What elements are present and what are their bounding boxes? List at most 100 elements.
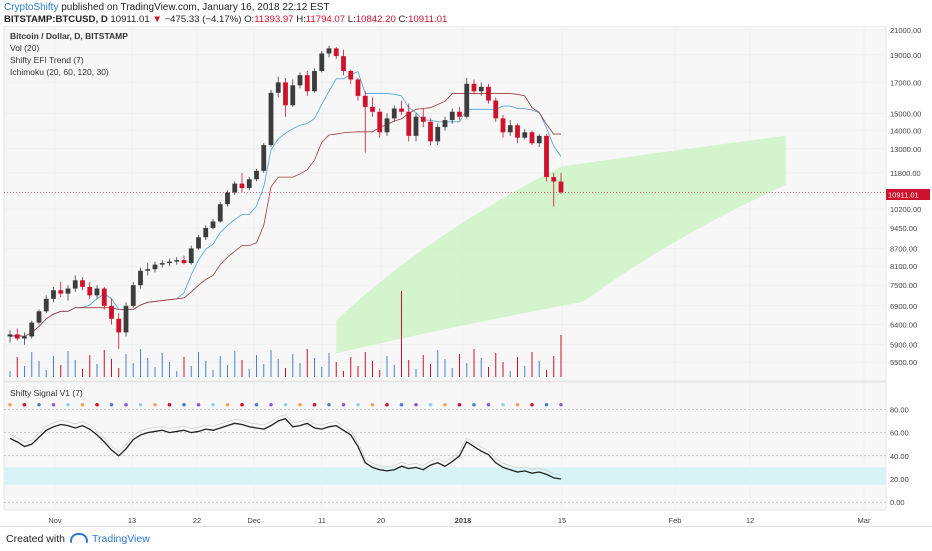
volume-bar	[488, 367, 489, 377]
volume-bar	[437, 350, 439, 377]
volume-bar	[89, 355, 91, 377]
candle-body	[181, 260, 187, 264]
price-tick-label: 6900.00	[890, 302, 917, 311]
volume-bar	[277, 359, 279, 377]
tradingview-logo[interactable]: TradingView	[70, 533, 150, 545]
candle-body	[29, 322, 35, 337]
time-tick-label: Mar	[858, 516, 871, 525]
candle-body	[217, 204, 223, 222]
candle-body	[515, 125, 520, 138]
volume-bar	[364, 352, 366, 377]
signal-dot	[443, 402, 447, 407]
volume-bar	[517, 357, 518, 377]
signal-dot	[95, 402, 99, 407]
candle-body	[14, 334, 20, 339]
indicator-lines	[4, 71, 886, 337]
signal-pane	[3, 381, 887, 511]
volume-bar	[285, 368, 286, 377]
volume-bar	[473, 349, 475, 377]
volume-bar	[553, 356, 555, 377]
signal-axis[interactable]: 80.00 60.00 40.00 20.00 0.00	[890, 405, 909, 507]
signal-tick-label: 60.00	[890, 429, 909, 438]
price-tick-label: 14000.00	[890, 127, 921, 136]
time-tick-label: 11	[318, 516, 326, 525]
time-axis[interactable]: Nov 13 22 Dec 11 20 2018 15 Feb 12 Mar	[48, 516, 871, 525]
volume-bar	[132, 363, 134, 377]
symbol-label: BITSTAMP:BTCUSD, D	[4, 14, 108, 25]
legend-efi: Shifty EFI Trend (7)	[10, 55, 84, 65]
close-label: C:	[398, 14, 409, 25]
price-tick-label: 19000.00	[890, 51, 921, 60]
candle-body	[406, 111, 412, 136]
volume-bar	[292, 354, 294, 377]
close-value: 10911.01	[408, 14, 448, 25]
volume-bar	[147, 358, 149, 377]
high-value: 11794.07	[305, 14, 346, 25]
time-tick-label: Nov	[48, 516, 62, 525]
low-label: L:	[347, 14, 356, 25]
candle-body	[138, 270, 143, 286]
volume-bar	[219, 356, 221, 377]
conversion-line	[9, 71, 562, 337]
signal-dot	[399, 402, 404, 407]
candle-body	[94, 288, 100, 296]
signal-dot	[327, 402, 331, 407]
legend-vol: Vol (20)	[10, 43, 39, 53]
signal-dot	[559, 402, 563, 407]
volume-bar	[227, 365, 228, 377]
last-price-tag: 10911.01	[886, 189, 930, 200]
candle-body	[362, 95, 368, 107]
author-link[interactable]: CryptoShifty	[4, 2, 59, 13]
volume-bar	[241, 360, 243, 377]
price-tick-label: 5500.00	[890, 358, 917, 367]
candle-body	[522, 132, 528, 138]
signal-line	[9, 417, 562, 480]
volume-bar	[31, 352, 33, 377]
volume-bar	[263, 364, 265, 377]
signal-dot	[51, 402, 56, 407]
volume-bar	[82, 369, 83, 377]
price-tick-label: 8100.00	[890, 262, 917, 271]
time-tick-label: Dec	[247, 516, 261, 525]
volume-bar	[24, 366, 25, 377]
candle-body	[203, 227, 209, 238]
signal-dot	[240, 402, 244, 407]
low-value: 10842.20	[355, 14, 396, 25]
time-tick-label: 20	[377, 516, 385, 525]
signal-dot	[196, 402, 201, 407]
candle-body	[290, 85, 296, 106]
legend-title: Bitcoin / Dollar, D, BITSTAMP	[10, 31, 128, 41]
signal-dot	[457, 402, 462, 407]
volume-bar	[459, 354, 460, 377]
legend-signal: Shifty Signal V1 (7)	[10, 388, 83, 398]
volume-bar	[379, 370, 381, 377]
oversold-band	[4, 467, 886, 485]
legend: Bitcoin / Dollar, D, BITSTAMP Vol (20) S…	[10, 31, 128, 398]
candle-body	[304, 75, 310, 92]
volume-bar	[546, 370, 547, 377]
candle-body	[500, 118, 506, 133]
published-text: published on TradingView.com, January 16…	[61, 2, 330, 13]
price-axis[interactable]: 21000.00 19000.00 17000.00 15000.00 14000.00…	[890, 26, 921, 367]
candle-body	[261, 145, 267, 171]
signal-dot	[298, 402, 302, 407]
volume-bar	[524, 366, 526, 377]
signal-dot	[138, 402, 143, 407]
chart-area[interactable]: 21000.00 19000.00 17000.00 15000.00 14000.00…	[0, 26, 932, 526]
candle-body	[188, 248, 194, 264]
volume-bar	[111, 359, 112, 377]
volume-bar	[372, 361, 373, 377]
candle-body	[312, 70, 317, 92]
down-arrow-icon: ▼	[152, 14, 162, 25]
volume-bar	[306, 349, 308, 377]
signal-dot	[356, 402, 360, 407]
volume-bar	[401, 291, 402, 377]
last-price-tag-text: 10911.01	[888, 191, 919, 200]
signal-dot	[80, 402, 85, 407]
candle-body	[239, 183, 245, 189]
volume-bar	[328, 353, 330, 377]
signal-dot	[486, 402, 491, 407]
price-tick-label: 21000.00	[890, 26, 921, 35]
candle-body	[159, 263, 165, 265]
volume-bar	[16, 357, 18, 377]
